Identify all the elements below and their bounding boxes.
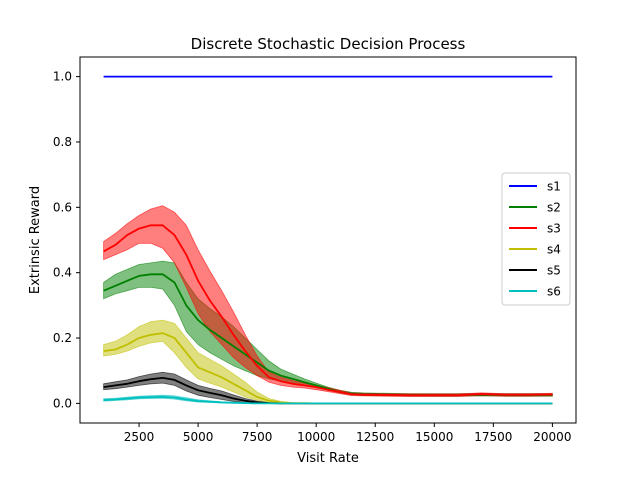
y-axis-ticks: 0.0 0.2 0.4 0.6 0.8 1.0 [53, 70, 80, 410]
line-s6 [103, 396, 553, 405]
y-tick-label: 0.2 [53, 331, 72, 345]
line-s3 [103, 224, 553, 397]
x-tick-label: 17500 [474, 430, 512, 444]
y-tick-label: 0.6 [53, 200, 72, 214]
y-axis-label: Extrinsic Reward [28, 186, 43, 294]
chart-title: Discrete Stochastic Decision Process [191, 35, 466, 53]
y-tick-label: 0.8 [53, 135, 72, 149]
legend-label-s6: s6 [547, 285, 561, 299]
x-tick-label: 5000 [183, 430, 214, 444]
y-tick-label: 1.0 [53, 70, 72, 84]
x-tick-label: 7500 [242, 430, 273, 444]
x-axis-label: Visit Rate [297, 451, 359, 466]
x-tick-label: 20000 [533, 430, 571, 444]
legend: s1 s2 s3 s4 s5 s6 [501, 172, 571, 306]
plot-frame [79, 56, 577, 424]
y-tick-label: 0.0 [53, 396, 72, 410]
x-tick-label: 2500 [124, 430, 155, 444]
x-tick-label: 15000 [415, 430, 453, 444]
legend-label-s3: s3 [547, 222, 561, 236]
legend-label-s1: s1 [547, 180, 561, 194]
series-lines [103, 75, 553, 405]
legend-label-s4: s4 [547, 243, 561, 257]
x-tick-label: 10000 [297, 430, 335, 444]
legend-label-s2: s2 [547, 201, 561, 215]
y-tick-label: 0.4 [53, 266, 72, 280]
x-axis-ticks: 2500 5000 7500 10000 12500 15000 17500 20000 [124, 423, 571, 444]
x-tick-label: 12500 [356, 430, 394, 444]
legend-label-s5: s5 [547, 264, 561, 278]
